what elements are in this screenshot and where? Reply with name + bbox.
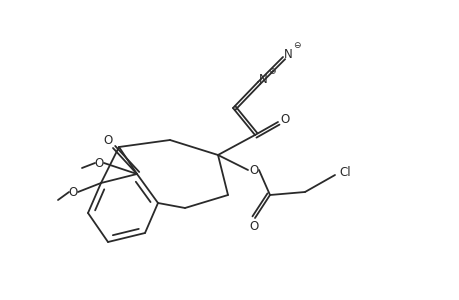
Text: O: O	[94, 157, 103, 169]
Text: ⊖: ⊖	[293, 40, 300, 50]
Text: O: O	[249, 164, 258, 176]
Text: O: O	[249, 220, 258, 233]
Text: O: O	[103, 134, 112, 146]
Text: O: O	[68, 185, 78, 199]
Text: ⊕: ⊕	[268, 67, 275, 76]
Text: N: N	[283, 47, 292, 61]
Text: N: N	[258, 73, 267, 85]
Text: Cl: Cl	[338, 166, 350, 178]
Text: O: O	[280, 112, 289, 125]
